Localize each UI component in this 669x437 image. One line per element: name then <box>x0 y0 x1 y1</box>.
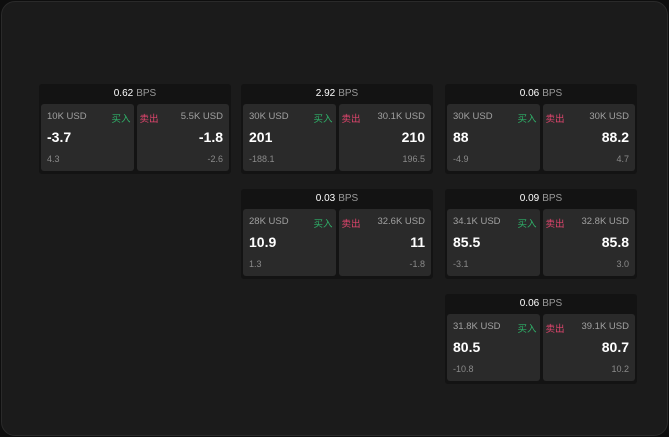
spread-value: 0.03 <box>315 193 336 204</box>
buy-label: 买入 <box>313 219 333 230</box>
price-tile: 0.09 BPS 34.1K USD 买入 85.5 -3.1 32.8K USD… <box>445 189 637 279</box>
spread-unit: BPS <box>542 88 563 99</box>
sell-quantity: 5.5K USD <box>180 111 223 122</box>
sell-label: 卖出 <box>341 219 361 230</box>
spread-unit: BPS <box>338 88 359 99</box>
buy-quantity: 28K USD <box>249 216 289 227</box>
sell-quantity: 32.8K USD <box>581 216 629 227</box>
sell-button[interactable]: 30K USD 卖出 88.2 4.7 <box>542 104 635 171</box>
buy-button[interactable]: 34.1K USD 买入 85.5 -3.1 <box>447 209 540 276</box>
buy-change: 1.3 <box>249 259 262 269</box>
price-tile: 0.62 BPS 10K USD 买入 -3.7 4.3 5.5K USD 卖出 … <box>39 84 231 174</box>
spread-value: 0.06 <box>519 88 540 99</box>
buy-label: 买入 <box>517 114 537 125</box>
buy-change: -188.1 <box>249 154 275 164</box>
sell-change: 4.7 <box>616 154 629 164</box>
buy-change: -10.8 <box>453 364 474 374</box>
buy-price: -3.7 <box>47 129 72 145</box>
buy-quantity: 10K USD <box>47 111 87 122</box>
buy-button[interactable]: 10K USD 买入 -3.7 4.3 <box>41 104 134 171</box>
spread-header: 0.06 BPS <box>445 294 637 314</box>
sell-price: 210 <box>401 129 425 145</box>
buy-price: 88 <box>453 129 469 145</box>
sell-change: 3.0 <box>616 259 629 269</box>
sell-label: 卖出 <box>545 114 565 125</box>
buy-price: 10.9 <box>249 234 277 250</box>
buy-price: 85.5 <box>453 234 481 250</box>
buy-button[interactable]: 30K USD 买入 88 -4.9 <box>447 104 540 171</box>
buy-label: 买入 <box>517 219 537 230</box>
sell-quantity: 30K USD <box>589 111 629 122</box>
spread-unit: BPS <box>338 193 359 204</box>
spread-unit: BPS <box>542 193 563 204</box>
spread-header: 0.09 BPS <box>445 189 637 209</box>
sell-price: 80.7 <box>601 339 629 355</box>
buy-quantity: 30K USD <box>249 111 289 122</box>
buy-price: 80.5 <box>453 339 481 355</box>
buy-quantity: 34.1K USD <box>453 216 501 227</box>
sell-label: 卖出 <box>545 324 565 335</box>
sell-button[interactable]: 39.1K USD 卖出 80.7 10.2 <box>542 314 635 381</box>
buy-label: 买入 <box>111 114 131 125</box>
spread-header: 0.06 BPS <box>445 84 637 104</box>
buy-button[interactable]: 30K USD 买入 201 -188.1 <box>243 104 336 171</box>
price-tile: 2.92 BPS 30K USD 买入 201 -188.1 30.1K USD … <box>241 84 433 174</box>
buy-quantity: 31.8K USD <box>453 321 501 332</box>
spread-value: 0.62 <box>113 88 134 99</box>
sell-label: 卖出 <box>545 219 565 230</box>
spread-unit: BPS <box>136 88 157 99</box>
price-tile: 0.03 BPS 28K USD 买入 10.9 1.3 32.6K USD 卖出… <box>241 189 433 279</box>
buy-change: -3.1 <box>453 259 469 269</box>
spread-value: 0.06 <box>519 298 540 309</box>
sell-price: -1.8 <box>198 129 223 145</box>
spread-unit: BPS <box>542 298 563 309</box>
buy-change: -4.9 <box>453 154 469 164</box>
sell-button[interactable]: 5.5K USD 卖出 -1.8 -2.6 <box>136 104 229 171</box>
sell-button[interactable]: 30.1K USD 卖出 210 196.5 <box>338 104 431 171</box>
price-tile: 0.06 BPS 30K USD 买入 88 -4.9 30K USD 卖出 88… <box>445 84 637 174</box>
sell-change: -1.8 <box>409 259 425 269</box>
sell-change: 10.2 <box>611 364 629 374</box>
sell-change: 196.5 <box>402 154 425 164</box>
sell-button[interactable]: 32.8K USD 卖出 85.8 3.0 <box>542 209 635 276</box>
sell-quantity: 39.1K USD <box>581 321 629 332</box>
buy-button[interactable]: 31.8K USD 买入 80.5 -10.8 <box>447 314 540 381</box>
sell-label: 卖出 <box>139 114 159 125</box>
buy-change: 4.3 <box>47 154 60 164</box>
sell-quantity: 32.6K USD <box>377 216 425 227</box>
sell-price: 11 <box>410 234 425 250</box>
price-tile: 0.06 BPS 31.8K USD 买入 80.5 -10.8 39.1K US… <box>445 294 637 384</box>
sell-price: 88.2 <box>601 129 629 145</box>
spread-header: 2.92 BPS <box>241 84 433 104</box>
buy-price: 201 <box>249 129 273 145</box>
sell-button[interactable]: 32.6K USD 卖出 11 -1.8 <box>338 209 431 276</box>
spread-header: 0.62 BPS <box>39 84 231 104</box>
spread-header: 0.03 BPS <box>241 189 433 209</box>
buy-button[interactable]: 28K USD 买入 10.9 1.3 <box>243 209 336 276</box>
buy-label: 买入 <box>313 114 333 125</box>
sell-quantity: 30.1K USD <box>377 111 425 122</box>
buy-label: 买入 <box>517 324 537 335</box>
buy-quantity: 30K USD <box>453 111 493 122</box>
sell-label: 卖出 <box>341 114 361 125</box>
sell-change: -2.6 <box>207 154 223 164</box>
spread-value: 0.09 <box>519 193 540 204</box>
sell-price: 85.8 <box>601 234 629 250</box>
spread-value: 2.92 <box>315 88 336 99</box>
